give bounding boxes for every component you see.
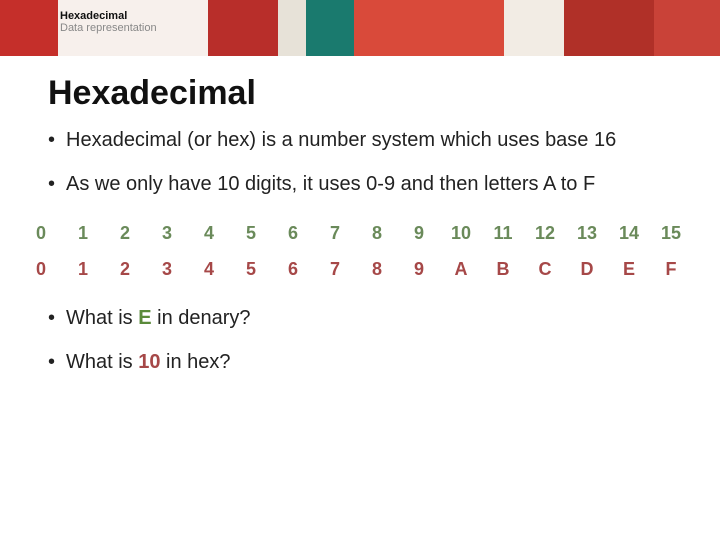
table-cell-decimal: 4: [188, 215, 230, 251]
table-cell-hex: D: [566, 251, 608, 287]
header-banner: Hexadecimal Data representation: [0, 0, 720, 56]
table-cell-hex: E: [608, 251, 650, 287]
table-cell-hex: 3: [146, 251, 188, 287]
bullet-item: As we only have 10 digits, it uses 0-9 a…: [48, 171, 648, 197]
table-cell-decimal: 7: [314, 215, 356, 251]
banner-stripe: [208, 0, 278, 56]
header-title: Hexadecimal: [60, 10, 157, 22]
highlight-ten: 10: [138, 351, 160, 373]
table-cell-decimal: 1: [62, 215, 104, 251]
table-cell-hex: B: [482, 251, 524, 287]
bullet-item: Hexadecimal (or hex) is a number system …: [48, 127, 648, 153]
table-cell-decimal: 2: [104, 215, 146, 251]
table-cell-decimal: 3: [146, 215, 188, 251]
banner-stripe: [278, 0, 306, 56]
table-cell-decimal: 0: [20, 215, 62, 251]
table-cell-hex: 5: [230, 251, 272, 287]
banner-stripe: [306, 0, 354, 56]
table-cell-decimal: 14: [608, 215, 650, 251]
question-text: What is: [66, 351, 138, 373]
question-text: in hex?: [161, 351, 231, 373]
bullet-list: Hexadecimal (or hex) is a number system …: [48, 127, 720, 197]
header-subtitle: Data representation: [60, 22, 157, 34]
hex-table: 0123456789101112131415 0123456789ABCDEF: [20, 215, 692, 287]
table-cell-hex: A: [440, 251, 482, 287]
banner-stripe: [354, 0, 504, 56]
table-cell-hex: C: [524, 251, 566, 287]
header-text-block: Hexadecimal Data representation: [60, 10, 157, 34]
bullet-list-questions: What is E in denary? What is 10 in hex?: [48, 305, 720, 375]
table-row-hex: 0123456789ABCDEF: [20, 251, 692, 287]
bullet-item: What is E in denary?: [48, 305, 648, 331]
page-title: Hexadecimal: [48, 74, 720, 113]
table-cell-decimal: 10: [440, 215, 482, 251]
banner-stripe: [654, 0, 720, 56]
table-cell-hex: 2: [104, 251, 146, 287]
highlight-e: E: [138, 307, 151, 329]
table-cell-hex: 9: [398, 251, 440, 287]
table-cell-decimal: 6: [272, 215, 314, 251]
table-cell-decimal: 5: [230, 215, 272, 251]
banner-stripe: [0, 0, 58, 56]
table-cell-decimal: 9: [398, 215, 440, 251]
table-cell-decimal: 12: [524, 215, 566, 251]
table-cell-decimal: 13: [566, 215, 608, 251]
table-cell-hex: 7: [314, 251, 356, 287]
table-cell-decimal: 11: [482, 215, 524, 251]
question-text: What is: [66, 307, 138, 329]
bullet-item: What is 10 in hex?: [48, 349, 648, 375]
question-text: in denary?: [152, 307, 251, 329]
table-cell-hex: 4: [188, 251, 230, 287]
banner-stripe: [564, 0, 654, 56]
banner-stripe: [504, 0, 564, 56]
table-cell-hex: F: [650, 251, 692, 287]
table-row-decimal: 0123456789101112131415: [20, 215, 692, 251]
table-cell-hex: 6: [272, 251, 314, 287]
table-cell-decimal: 15: [650, 215, 692, 251]
table-cell-hex: 1: [62, 251, 104, 287]
table-cell-decimal: 8: [356, 215, 398, 251]
table-cell-hex: 8: [356, 251, 398, 287]
table-cell-hex: 0: [20, 251, 62, 287]
